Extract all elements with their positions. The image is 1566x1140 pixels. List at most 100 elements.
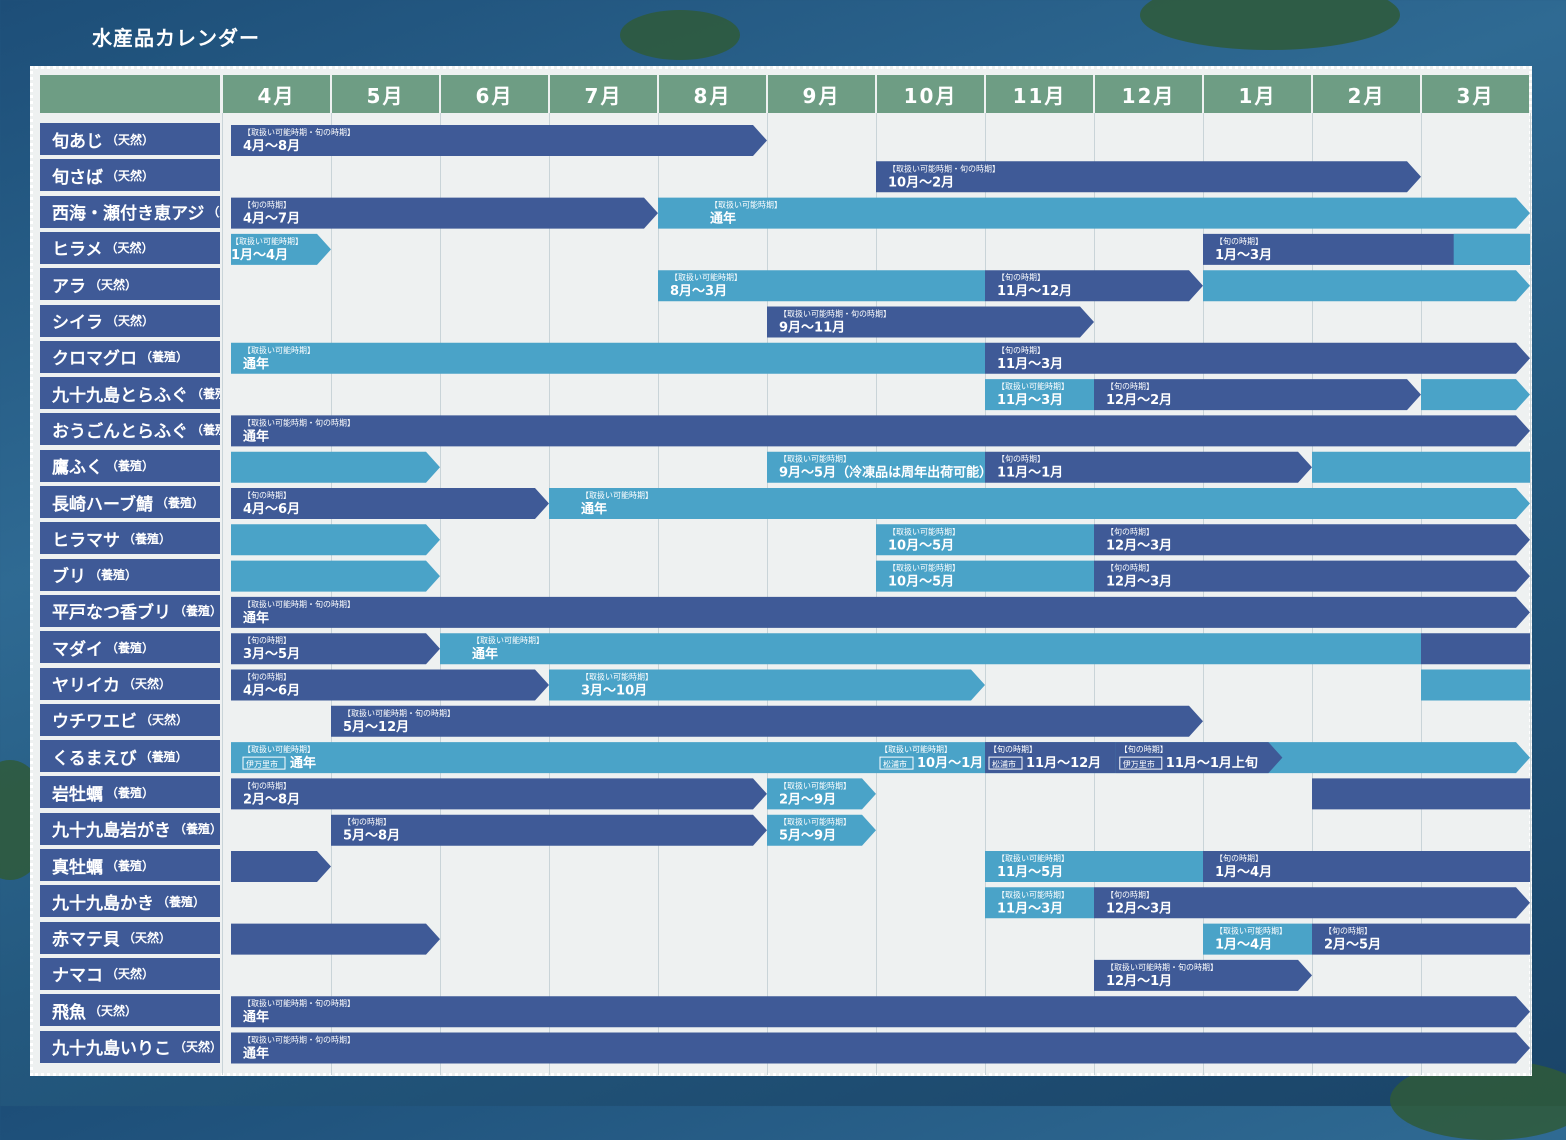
row-label: ブリ （養殖） [40, 558, 220, 591]
row-label-type: （養殖） [106, 640, 155, 655]
bar-label: 通年 [243, 1009, 269, 1025]
bar-note: 【取扱い可能時期】 [472, 635, 544, 645]
bar-note: 【取扱い可能時期】 [243, 744, 315, 754]
bar-note: 【取扱い可能時期・旬の時期】 [243, 1035, 355, 1045]
calendar-bar [1094, 524, 1530, 556]
calendar-bar [1312, 778, 1530, 810]
row-label-type: （養殖） [155, 495, 204, 510]
row-label: 真牡蠣 （養殖） [40, 849, 220, 881]
row-label: くるまえび （養殖） [40, 740, 220, 773]
month-header: 10月 [877, 75, 984, 113]
row-label-type: （天然） [140, 713, 189, 728]
row-label: 西海・瀬付き恵アジ（天然） [40, 195, 220, 228]
calendar-bar [1421, 379, 1530, 411]
row-label-type: （天然） [123, 677, 172, 691]
row-label-name: 九十九島とらふぐ [52, 385, 188, 406]
row-label: 九十九島かき （養殖） [40, 885, 220, 918]
row-label-type: （養殖） [140, 350, 189, 365]
row-label-name: クロマグロ [52, 349, 137, 370]
row-label-name: 西海・瀬付き恵アジ [52, 204, 205, 225]
bar-note: 【旬の時期】 [1106, 889, 1154, 899]
month-header: 12月 [1095, 75, 1202, 113]
bar-note: 【取扱い可能時期】 [880, 744, 952, 754]
calendar-bar [440, 633, 1421, 665]
bar-label: 5月～9月 [779, 829, 836, 844]
row-label-type: （養殖） [89, 568, 138, 583]
bar-note: 【旬の時期】 [343, 817, 391, 827]
row-label: ヒラメ （天然） [40, 231, 220, 264]
row-label-name: 九十九島岩がき [52, 821, 171, 842]
grid-line [1530, 113, 1531, 1075]
row-label-name: 旬あじ [52, 131, 103, 152]
row-label: ヒラマサ （養殖） [40, 522, 220, 555]
row-label-type: （天然） [106, 314, 155, 328]
bar-label: 通年 [710, 211, 736, 227]
calendar-bar [876, 161, 1421, 193]
calendar-bar [231, 125, 767, 156]
bar-label: 3月～5月 [243, 647, 300, 662]
area-tag: 松浦市 [883, 759, 907, 769]
area-tag: 伊万里市 [246, 759, 278, 769]
bar-label: 1月～3月 [1215, 248, 1272, 263]
row-label: おうごんとらふぐ（養殖） [40, 413, 220, 446]
page-title: 水産品カレンダー [92, 26, 260, 50]
grid-line [549, 113, 550, 1075]
grid-line [331, 113, 332, 1075]
calendar-bar [985, 270, 1203, 302]
month-header: 11月 [986, 75, 1093, 113]
calendar-bar [1453, 233, 1530, 265]
bar-note: 【旬の時期】 [243, 490, 291, 500]
area-tag-box [1119, 756, 1163, 770]
bar-note: 【旬の時期】 [1120, 744, 1168, 754]
row-label-name: 飛魚 [52, 1002, 86, 1023]
grid-line [1203, 113, 1204, 1075]
grid-line [222, 113, 223, 1075]
bar-label: 9月～5月（冷凍品は周年出荷可能） [779, 465, 992, 481]
row-label-type: （養殖） [174, 822, 220, 837]
calendar-bar [231, 415, 1530, 447]
calendar-bar [231, 633, 440, 665]
row-label: 九十九島とらふぐ（養殖） [40, 377, 220, 410]
calendar-bar [1312, 451, 1530, 483]
row-label-type: （天然） [89, 277, 138, 292]
calendar-bar [1312, 923, 1530, 955]
bar-label: 12月～3月 [1106, 901, 1172, 916]
calendar-bar [331, 814, 767, 846]
bar-note: 【取扱い可能時期・旬の時期】 [243, 417, 355, 427]
calendar-bar [985, 451, 1312, 483]
bar-note: 【旬の時期】 [243, 780, 291, 790]
grid-line [876, 113, 877, 1075]
bar-label: 通年 [243, 356, 269, 372]
row-label-name: 真牡蠣 [52, 857, 103, 878]
row-label-type: （天然） [207, 205, 220, 220]
bar-label: 11月～3月 [997, 357, 1063, 372]
area-tag: 松浦市 [992, 759, 1016, 769]
row-label: クロマグロ （養殖） [40, 340, 220, 373]
bar-label: 2月～9月 [779, 792, 836, 807]
calendar-bar [767, 814, 876, 846]
bar-label: 11月～3月 [997, 901, 1063, 916]
row-label-type: （養殖） [106, 785, 155, 800]
bar-label: 12月～2月 [1106, 393, 1172, 408]
calendar-bar [1203, 233, 1530, 265]
row-label: ウチワエビ （天然） [40, 703, 220, 736]
row-label: 岩牡蠣 （養殖） [40, 776, 220, 809]
row-label-name: ブリ [52, 567, 86, 588]
row-label-name: ヒラメ [52, 240, 103, 261]
bar-note: 【旬の時期】 [997, 345, 1045, 355]
bar-note: 【旬の時期】 [1106, 381, 1154, 391]
bar-label: 通年 [243, 1046, 269, 1062]
bar-note: 【取扱い可能時期・旬の時期】 [888, 163, 1000, 173]
calendar-bar [231, 851, 331, 882]
row-label: アラ （天然） [40, 268, 220, 301]
bar-note: 【旬の時期】 [1324, 926, 1372, 936]
bar-note: 【取扱い可能時期・旬の時期】 [1106, 962, 1218, 972]
bar-label: 1月～4月 [1215, 938, 1272, 953]
calendar-bar [231, 451, 440, 483]
row-label-type: （養殖） [106, 459, 155, 474]
month-header: 9月 [768, 75, 875, 113]
month-header: 5月 [332, 75, 439, 113]
bar-label: 通年 [290, 755, 316, 771]
month-header: 6月 [441, 75, 548, 113]
month-header: 8月 [659, 75, 766, 113]
